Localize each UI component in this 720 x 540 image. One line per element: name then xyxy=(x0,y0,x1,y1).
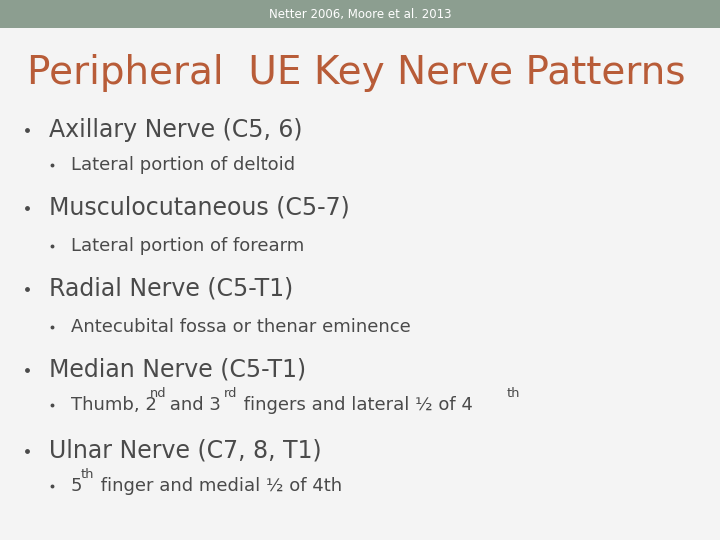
Text: th: th xyxy=(506,387,520,400)
Text: th: th xyxy=(81,468,94,481)
Text: rd: rd xyxy=(224,387,238,400)
Text: Lateral portion of forearm: Lateral portion of forearm xyxy=(71,237,304,255)
Text: Antecubital fossa or thenar eminence: Antecubital fossa or thenar eminence xyxy=(71,318,410,336)
Text: Peripheral  UE Key Nerve Patterns: Peripheral UE Key Nerve Patterns xyxy=(27,54,686,92)
FancyBboxPatch shape xyxy=(0,0,720,28)
Text: Median Nerve (C5-T1): Median Nerve (C5-T1) xyxy=(49,358,306,382)
Text: fingers and lateral ½ of 4: fingers and lateral ½ of 4 xyxy=(238,396,473,414)
Text: Radial Nerve (C5-T1): Radial Nerve (C5-T1) xyxy=(49,277,293,301)
Text: Musculocutaneous (C5-7): Musculocutaneous (C5-7) xyxy=(49,196,350,220)
Text: finger and medial ½ of 4th: finger and medial ½ of 4th xyxy=(95,477,342,495)
Text: Netter 2006, Moore et al. 2013: Netter 2006, Moore et al. 2013 xyxy=(269,8,451,21)
Text: Thumb, 2: Thumb, 2 xyxy=(71,396,156,414)
Text: Ulnar Nerve (C7, 8, T1): Ulnar Nerve (C7, 8, T1) xyxy=(49,439,322,463)
Text: nd: nd xyxy=(150,387,166,400)
Text: Axillary Nerve (C5, 6): Axillary Nerve (C5, 6) xyxy=(49,118,302,141)
Text: 5: 5 xyxy=(71,477,82,495)
Text: Lateral portion of deltoid: Lateral portion of deltoid xyxy=(71,156,294,174)
Text: and 3: and 3 xyxy=(164,396,221,414)
